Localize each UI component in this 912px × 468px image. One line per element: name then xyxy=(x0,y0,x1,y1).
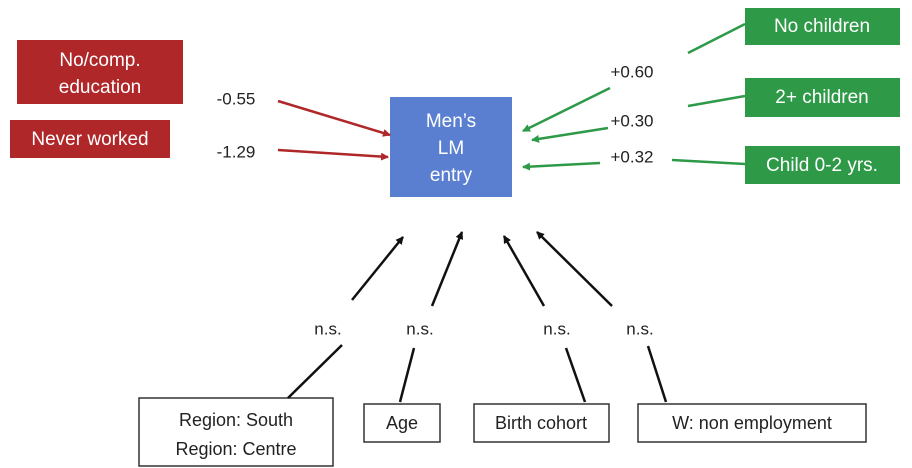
effect-label: -1.29 xyxy=(217,142,256,161)
outcome-label: entry xyxy=(430,165,473,186)
factor-label: No/comp. xyxy=(59,50,140,71)
factor-label: Birth cohort xyxy=(495,413,587,433)
factor-label: Region: Centre xyxy=(175,439,296,459)
factor-label: Never worked xyxy=(31,129,148,150)
factor-label: No children xyxy=(774,16,870,37)
effect-label: n.s. xyxy=(406,319,433,338)
factor-label: W: non employment xyxy=(672,413,832,433)
factor-box xyxy=(745,78,900,117)
outcome-label: Men’s xyxy=(426,111,476,132)
factor-box xyxy=(637,403,867,443)
factor-box xyxy=(17,40,183,104)
arrow xyxy=(277,99,391,137)
effect-label: n.s. xyxy=(314,319,341,338)
factor-label: Age xyxy=(386,413,418,433)
arrows xyxy=(522,22,746,171)
arrows xyxy=(287,231,668,403)
effect-label: n.s. xyxy=(626,319,653,338)
outcome-label: LM xyxy=(438,138,464,159)
effect-label: +0.32 xyxy=(610,147,653,166)
factor-box xyxy=(10,120,170,158)
effect-label: -0.55 xyxy=(217,89,256,108)
effect-label: +0.30 xyxy=(610,111,653,130)
factor-box xyxy=(745,146,900,184)
factor-label: education xyxy=(59,77,141,98)
factor-label: Region: South xyxy=(179,410,293,430)
factor-box xyxy=(745,8,900,45)
outcome-box xyxy=(390,97,512,197)
factor-box xyxy=(138,397,334,467)
factor-label: 2+ children xyxy=(775,87,868,108)
factor-box xyxy=(473,403,610,443)
factor-label: Child 0-2 yrs. xyxy=(766,155,878,176)
factor-box xyxy=(363,403,441,443)
effect-label: +0.60 xyxy=(610,62,653,81)
effect-label: n.s. xyxy=(543,319,570,338)
arrow xyxy=(277,148,389,161)
